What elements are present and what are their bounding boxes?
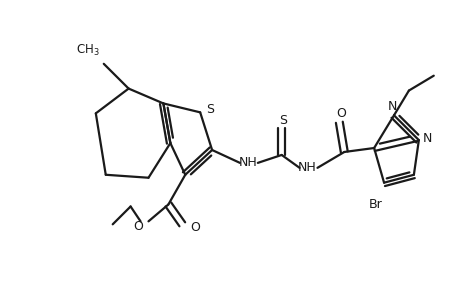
Text: NH: NH: [297, 161, 316, 174]
Text: S: S: [278, 114, 286, 127]
Text: O: O: [336, 107, 346, 120]
Text: O: O: [134, 220, 143, 233]
Text: NH: NH: [238, 156, 257, 170]
Text: N: N: [422, 132, 431, 145]
Text: N: N: [386, 100, 396, 113]
Text: CH$_3$: CH$_3$: [76, 43, 100, 58]
Text: S: S: [206, 103, 213, 116]
Text: O: O: [190, 221, 200, 234]
Text: Br: Br: [369, 198, 382, 211]
